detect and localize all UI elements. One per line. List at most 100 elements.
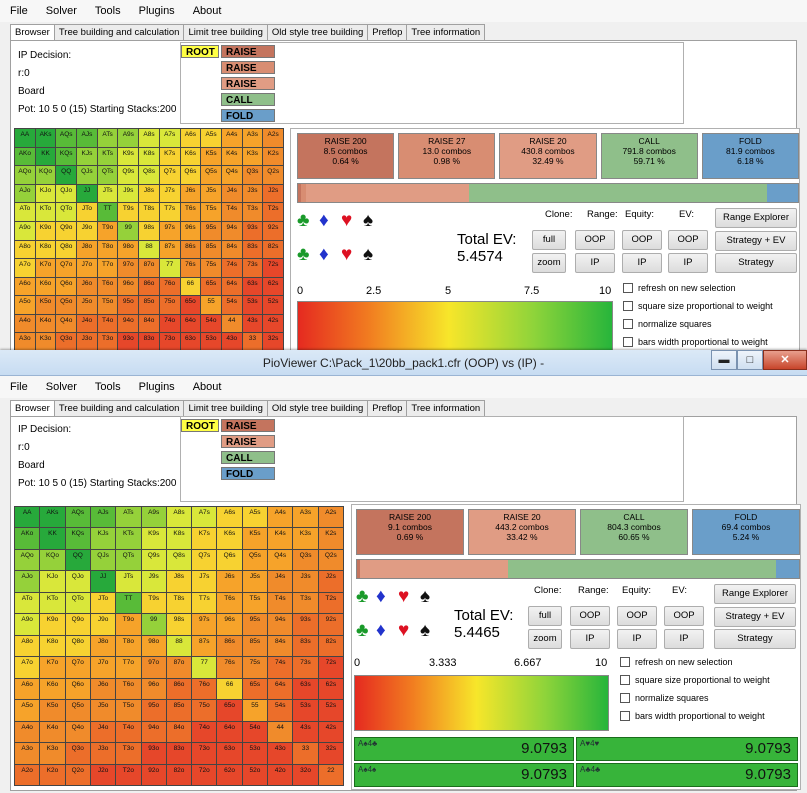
- hand-cell[interactable]: A7s: [192, 507, 217, 528]
- hand-cell[interactable]: 32o: [293, 764, 318, 785]
- hand-cell[interactable]: 84s: [221, 240, 242, 259]
- hand-cell[interactable]: A8o: [15, 240, 35, 259]
- tab-limit-tree[interactable]: Limit tree building: [183, 400, 268, 416]
- hand-cell[interactable]: KTo: [35, 203, 56, 221]
- action-call[interactable]: CALL: [221, 451, 275, 464]
- hand-cell[interactable]: JTo: [77, 203, 97, 221]
- hand-cell[interactable]: 98o: [141, 635, 166, 657]
- menu-solver[interactable]: Solver: [45, 5, 77, 17]
- hand-cell[interactable]: J8s: [139, 184, 159, 203]
- hand-cell[interactable]: A3s: [242, 129, 263, 147]
- hand-cell[interactable]: 54s: [221, 296, 242, 314]
- hand-cell[interactable]: QTs: [97, 166, 118, 184]
- hand-cell[interactable]: Q8s: [166, 549, 192, 571]
- strategy-ev-button[interactable]: Strategy + EV: [714, 607, 796, 627]
- hand-cell[interactable]: QQ: [56, 166, 77, 184]
- hand-cell[interactable]: A2o: [15, 764, 40, 785]
- hand-cell[interactable]: AA: [15, 129, 35, 147]
- range-oop-button[interactable]: OOP: [570, 606, 610, 626]
- hand-cell[interactable]: 65s: [201, 277, 221, 296]
- hand-cell[interactable]: 86o: [139, 277, 159, 296]
- menu-file[interactable]: File: [10, 381, 28, 393]
- hand-cell[interactable]: J6o: [90, 678, 116, 700]
- hand-cell[interactable]: KQo: [40, 549, 65, 571]
- hand-cell[interactable]: Q8o: [56, 240, 77, 259]
- diamond-icon[interactable]: ♦: [319, 210, 329, 231]
- hand-cell[interactable]: 74o: [159, 314, 180, 333]
- hand-cell[interactable]: T3o: [97, 333, 118, 351]
- hand-cell[interactable]: T8s: [166, 592, 192, 614]
- hand-cell[interactable]: 96s: [217, 614, 242, 635]
- normalize-checkbox[interactable]: normalize squares: [623, 319, 712, 329]
- hand-cell[interactable]: K4o: [40, 721, 65, 743]
- hand-cell[interactable]: QQ: [65, 549, 90, 571]
- hand-cell[interactable]: Q5s: [242, 549, 268, 571]
- hand-cell[interactable]: ATo: [15, 203, 35, 221]
- hand-cell[interactable]: KJo: [40, 571, 65, 592]
- heart-icon[interactable]: ♥: [341, 210, 353, 231]
- strategy-ev-button[interactable]: Strategy + EV: [715, 231, 797, 251]
- hand-cell[interactable]: T8o: [97, 240, 118, 259]
- hand-cell[interactable]: J9o: [90, 614, 116, 635]
- hand-cell[interactable]: 44: [268, 721, 293, 743]
- hand-cell[interactable]: J3s: [293, 571, 318, 592]
- hand-cell[interactable]: 65o: [217, 700, 242, 721]
- hand-cell[interactable]: AQo: [15, 166, 35, 184]
- hand-cell[interactable]: AKo: [15, 528, 40, 549]
- hand-cell[interactable]: T7s: [159, 203, 180, 221]
- hand-cell[interactable]: A4o: [15, 721, 40, 743]
- hand-cell[interactable]: TT: [116, 592, 141, 614]
- hand-cell[interactable]: T6o: [116, 678, 141, 700]
- hand-cell[interactable]: T6s: [180, 203, 201, 221]
- hand-cell[interactable]: 93s: [242, 221, 263, 240]
- hand-cell[interactable]: 96o: [141, 678, 166, 700]
- hand-cell[interactable]: K6o: [40, 678, 65, 700]
- hand-cell[interactable]: T3s: [293, 592, 318, 614]
- hand-cell[interactable]: A7o: [15, 259, 35, 277]
- hand-cell[interactable]: QJo: [65, 571, 90, 592]
- hand-cell[interactable]: A4s: [268, 507, 293, 528]
- hand-cell[interactable]: 83s: [293, 635, 318, 657]
- hand-cell[interactable]: Q4o: [56, 314, 77, 333]
- hand-cell[interactable]: T8o: [116, 635, 141, 657]
- hand-cell[interactable]: 88: [166, 635, 192, 657]
- hand-cell[interactable]: A5o: [15, 700, 40, 721]
- hand-cell[interactable]: J2s: [263, 184, 283, 203]
- menu-about[interactable]: About: [192, 5, 222, 17]
- strategy-box-raise-20[interactable]: RAISE 20 443.2 combos 33.42 %: [468, 509, 576, 555]
- hand-cell[interactable]: T9o: [116, 614, 141, 635]
- hand-cell[interactable]: 42s: [263, 314, 283, 333]
- hand-cell[interactable]: Q3s: [242, 166, 263, 184]
- hand-cell[interactable]: A5o: [15, 296, 35, 314]
- hand-cell[interactable]: K6s: [217, 528, 242, 549]
- hand-cell[interactable]: Q3o: [56, 333, 77, 351]
- hand-cell[interactable]: T5s: [201, 203, 221, 221]
- hand-cell[interactable]: 62o: [217, 764, 242, 785]
- hand-cell[interactable]: Q3o: [65, 743, 90, 764]
- action-raise-200[interactable]: RAISE 200: [221, 45, 275, 71]
- ev-ip-button[interactable]: IP: [664, 629, 704, 649]
- hand-cell[interactable]: 73s: [293, 657, 318, 678]
- hand-cell[interactable]: 42o: [268, 764, 293, 785]
- hand-cell[interactable]: A6s: [180, 129, 201, 147]
- hand-cell[interactable]: 43o: [221, 333, 242, 351]
- hand-cell[interactable]: 97o: [118, 259, 139, 277]
- hand-cell[interactable]: Q9o: [56, 221, 77, 240]
- hand-cell[interactable]: J4s: [268, 571, 293, 592]
- club-icon[interactable]: ♣: [297, 244, 310, 265]
- refresh-checkbox[interactable]: refresh on new selection: [620, 657, 733, 667]
- hand-cell[interactable]: 82s: [318, 635, 343, 657]
- bars-width-checkbox[interactable]: bars width proportional to weight: [623, 337, 768, 347]
- hand-cell[interactable]: A9o: [15, 221, 35, 240]
- hand-cell[interactable]: 85s: [242, 635, 268, 657]
- diamond-icon[interactable]: ♦: [376, 586, 386, 607]
- hand-cell[interactable]: 94s: [268, 614, 293, 635]
- hand-cell[interactable]: J5s: [201, 184, 221, 203]
- menu-tools[interactable]: Tools: [94, 381, 121, 393]
- hand-cell[interactable]: K9o: [35, 221, 56, 240]
- hand-cell[interactable]: 64s: [221, 277, 242, 296]
- hand-cell[interactable]: 75s: [201, 259, 221, 277]
- hand-cell[interactable]: A6o: [15, 678, 40, 700]
- hand-cell[interactable]: K2o: [40, 764, 65, 785]
- hand-cell[interactable]: AKs: [40, 507, 65, 528]
